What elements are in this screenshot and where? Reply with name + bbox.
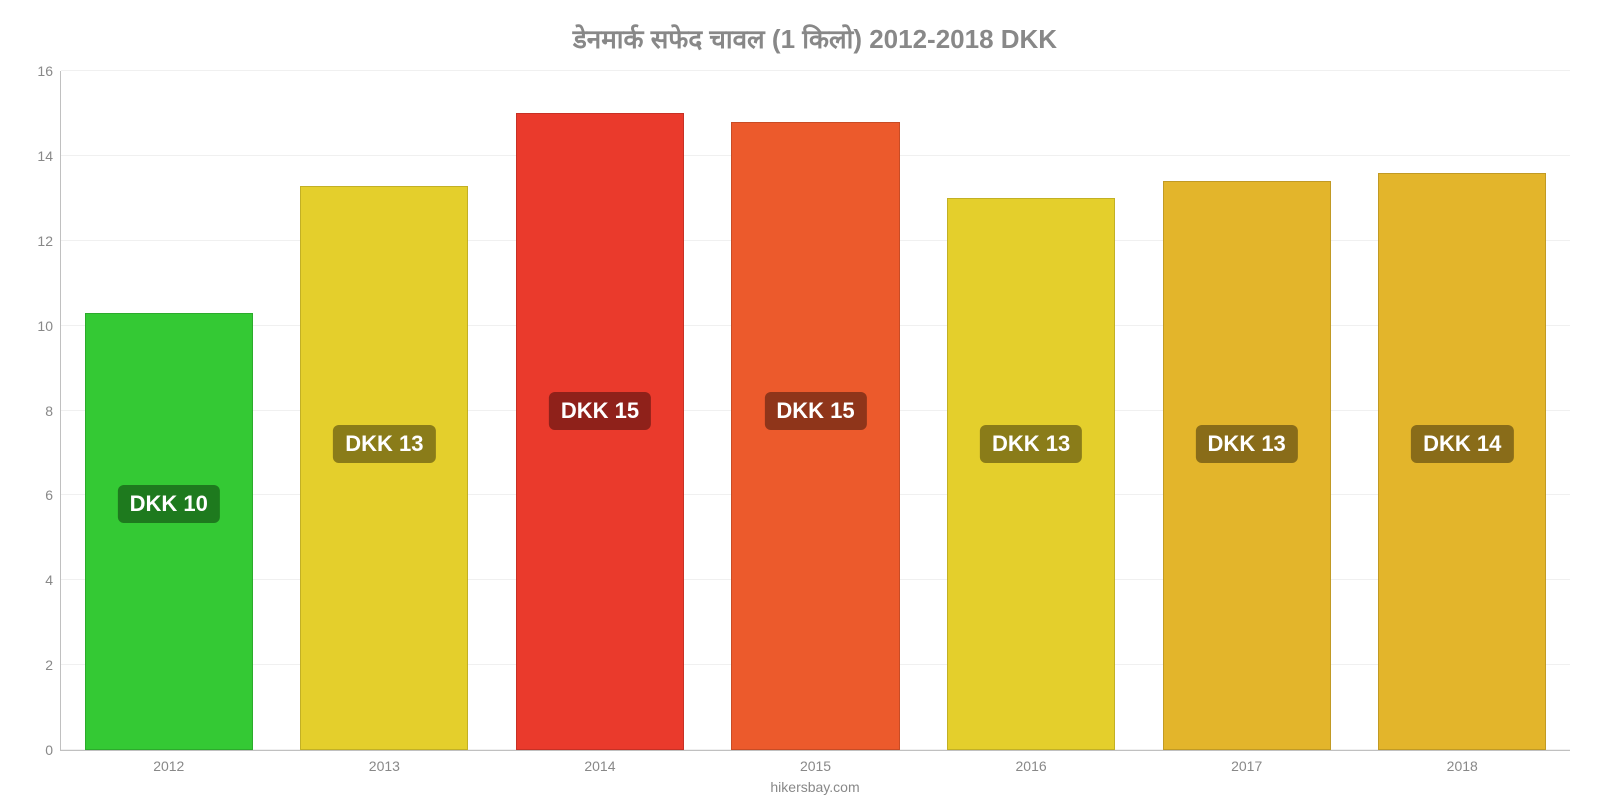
bars-row: DKK 102012DKK 132013DKK 152014DKK 152015… [61,71,1570,750]
y-tick-label: 2 [45,657,61,673]
bar-slot: DKK 102012 [61,71,277,750]
value-tag: DKK 10 [118,485,220,523]
chart-container: डेनमार्क सफेद चावल (1 किलो) 2012-2018 DK… [0,0,1600,800]
bar-slot: DKK 132016 [923,71,1139,750]
y-tick-label: 14 [37,148,61,164]
source-label: hikersbay.com [60,779,1570,795]
bar: DKK 13 [947,198,1115,750]
bar: DKK 15 [731,122,899,750]
x-tick-label: 2016 [1016,750,1047,774]
bar-outline [85,313,253,750]
bar: DKK 10 [85,313,253,750]
chart-title: डेनमार्क सफेद चावल (1 किलो) 2012-2018 DK… [60,20,1570,56]
y-tick-label: 0 [45,742,61,758]
bar: DKK 13 [1163,181,1331,750]
bar-outline [947,198,1115,750]
bar-outline [1163,181,1331,750]
value-tag: DKK 14 [1411,425,1513,463]
x-tick-label: 2014 [584,750,615,774]
y-tick-label: 8 [45,403,61,419]
value-tag: DKK 15 [549,392,651,430]
y-tick-label: 4 [45,572,61,588]
plot-area: DKK 102012DKK 132013DKK 152014DKK 152015… [60,71,1570,751]
bar-slot: DKK 132013 [277,71,493,750]
bar: DKK 15 [516,113,684,750]
bar-outline [516,113,684,750]
bar: DKK 14 [1378,173,1546,750]
x-tick-label: 2012 [153,750,184,774]
value-tag: DKK 13 [1196,425,1298,463]
bar-slot: DKK 152015 [708,71,924,750]
bar-slot: DKK 152014 [492,71,708,750]
x-tick-label: 2018 [1447,750,1478,774]
bar-slot: DKK 132017 [1139,71,1355,750]
value-tag: DKK 13 [980,425,1082,463]
y-tick-label: 16 [37,63,61,79]
value-tag: DKK 13 [333,425,435,463]
bar: DKK 13 [300,186,468,750]
x-tick-label: 2013 [369,750,400,774]
value-tag: DKK 15 [764,392,866,430]
x-tick-label: 2017 [1231,750,1262,774]
bar-slot: DKK 142018 [1354,71,1570,750]
y-tick-label: 6 [45,487,61,503]
bar-outline [300,186,468,750]
x-tick-label: 2015 [800,750,831,774]
y-tick-label: 10 [37,318,61,334]
bar-outline [731,122,899,750]
y-tick-label: 12 [37,233,61,249]
